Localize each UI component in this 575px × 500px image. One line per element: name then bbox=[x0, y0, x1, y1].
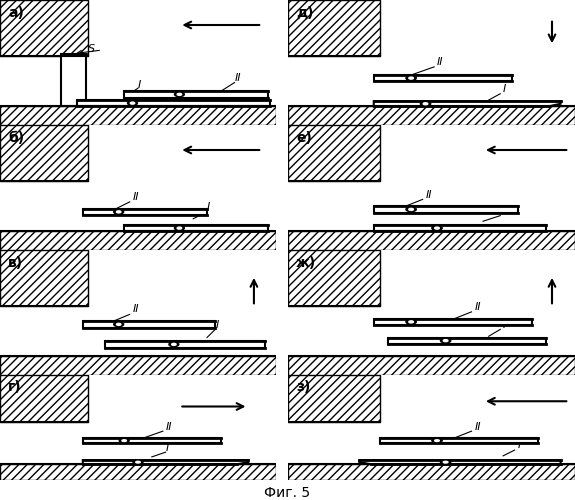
Circle shape bbox=[440, 338, 451, 343]
Bar bbox=[105, 341, 265, 347]
Bar bbox=[0, 375, 89, 422]
Circle shape bbox=[119, 438, 129, 442]
Text: II: II bbox=[166, 422, 172, 432]
Bar bbox=[374, 75, 512, 81]
Circle shape bbox=[174, 92, 185, 96]
Bar bbox=[124, 91, 268, 98]
Circle shape bbox=[117, 211, 121, 213]
Bar bbox=[0, 106, 276, 125]
Circle shape bbox=[432, 438, 442, 442]
Bar bbox=[288, 356, 575, 375]
Text: S: S bbox=[89, 44, 95, 54]
Bar bbox=[380, 438, 538, 443]
Bar bbox=[77, 100, 270, 106]
Bar bbox=[288, 464, 575, 480]
Text: II: II bbox=[235, 73, 241, 83]
Text: д): д) bbox=[296, 6, 313, 20]
Text: II: II bbox=[474, 302, 481, 312]
Text: II: II bbox=[132, 192, 139, 202]
Circle shape bbox=[443, 340, 448, 342]
Text: в): в) bbox=[8, 256, 24, 270]
Bar bbox=[83, 438, 221, 443]
Text: I: I bbox=[503, 84, 507, 94]
Text: II: II bbox=[132, 304, 139, 314]
Circle shape bbox=[114, 322, 124, 326]
Circle shape bbox=[409, 77, 413, 79]
Bar bbox=[288, 231, 575, 250]
Circle shape bbox=[174, 226, 185, 230]
Text: а): а) bbox=[8, 6, 24, 20]
Circle shape bbox=[114, 210, 124, 214]
Circle shape bbox=[122, 440, 126, 442]
Circle shape bbox=[435, 440, 439, 442]
Circle shape bbox=[443, 462, 448, 463]
Circle shape bbox=[409, 208, 413, 210]
Bar bbox=[288, 106, 575, 125]
Circle shape bbox=[136, 462, 140, 463]
Bar bbox=[388, 338, 546, 344]
Bar bbox=[374, 319, 532, 325]
Polygon shape bbox=[374, 101, 561, 106]
Bar bbox=[0, 464, 276, 480]
Circle shape bbox=[128, 101, 137, 105]
Polygon shape bbox=[83, 460, 248, 464]
Circle shape bbox=[409, 321, 413, 323]
Text: I: I bbox=[138, 80, 141, 90]
Text: ж): ж) bbox=[296, 256, 316, 270]
Bar bbox=[83, 322, 215, 328]
Bar bbox=[0, 125, 89, 181]
Circle shape bbox=[169, 342, 179, 346]
Bar bbox=[288, 375, 380, 422]
Bar bbox=[374, 206, 518, 212]
Bar bbox=[61, 54, 86, 106]
Text: е): е) bbox=[296, 131, 312, 145]
Bar bbox=[288, 250, 380, 306]
Text: II: II bbox=[426, 190, 432, 200]
Bar bbox=[124, 225, 268, 231]
Circle shape bbox=[131, 102, 135, 104]
Text: II: II bbox=[437, 57, 443, 67]
Text: з): з) bbox=[296, 380, 310, 394]
Circle shape bbox=[432, 226, 442, 230]
Text: II: II bbox=[474, 422, 481, 432]
Bar bbox=[374, 225, 546, 231]
Text: I: I bbox=[518, 440, 521, 450]
Circle shape bbox=[435, 227, 439, 229]
Text: г): г) bbox=[8, 380, 22, 394]
Circle shape bbox=[406, 207, 416, 212]
Bar bbox=[0, 0, 89, 56]
Text: I: I bbox=[503, 320, 507, 330]
Circle shape bbox=[117, 324, 121, 326]
Text: I: I bbox=[215, 320, 218, 330]
Circle shape bbox=[440, 460, 451, 464]
Bar bbox=[0, 250, 89, 306]
Text: I: I bbox=[207, 202, 210, 212]
Circle shape bbox=[172, 344, 176, 345]
Bar bbox=[0, 356, 276, 375]
Bar bbox=[288, 0, 380, 56]
Circle shape bbox=[406, 320, 416, 324]
Text: I: I bbox=[166, 442, 169, 452]
Circle shape bbox=[406, 76, 416, 80]
Circle shape bbox=[420, 102, 431, 106]
Bar bbox=[83, 209, 207, 215]
Text: Фиг. 5: Фиг. 5 bbox=[264, 486, 310, 500]
Circle shape bbox=[177, 94, 182, 96]
Bar bbox=[288, 125, 380, 181]
Circle shape bbox=[423, 102, 428, 105]
Circle shape bbox=[177, 227, 182, 229]
Bar bbox=[0, 231, 276, 250]
Polygon shape bbox=[359, 460, 561, 464]
Circle shape bbox=[133, 460, 143, 464]
Text: б): б) bbox=[8, 131, 24, 145]
Text: I: I bbox=[503, 206, 507, 216]
